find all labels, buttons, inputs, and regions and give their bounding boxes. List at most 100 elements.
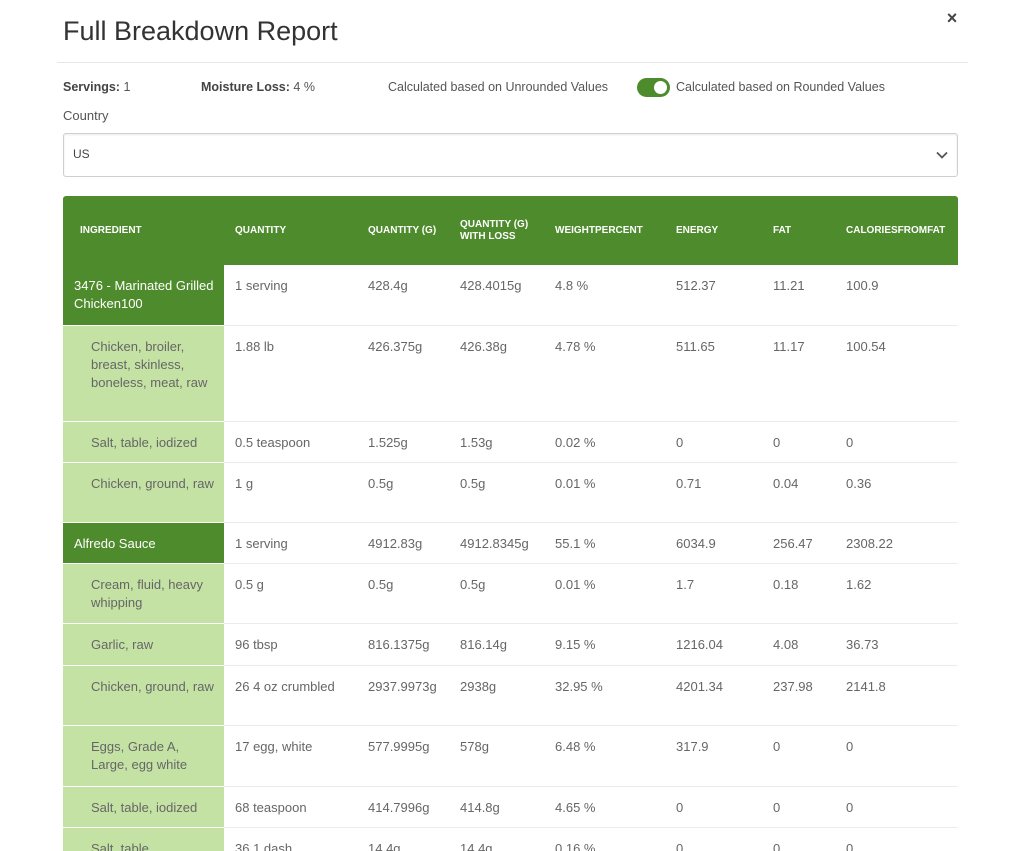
table-cell: 0 xyxy=(835,827,958,851)
table-cell: 0 xyxy=(762,725,835,787)
table-cell: 68 teaspoon xyxy=(224,786,357,828)
table-cell: 36 1 dash xyxy=(224,827,357,851)
table-cell: 511.65 xyxy=(665,325,762,422)
rounding-toggle[interactable] xyxy=(637,78,670,97)
close-icon[interactable]: × xyxy=(946,8,958,28)
column-header[interactable]: Weightpercent xyxy=(555,224,643,236)
servings-value: 1 xyxy=(123,80,131,94)
ingredient-name-cell: Chicken, broiler, breast, skinless, bone… xyxy=(63,325,224,422)
table-cell: 0 xyxy=(665,421,762,463)
table-cell: 4.65 % xyxy=(544,786,665,828)
ingredient-name-cell: Salt, table, iodized xyxy=(63,786,224,828)
table-cell: 1.62 xyxy=(835,563,958,624)
ingredient-row: Chicken, ground, raw 1 g 0.5g 0.5g 0.01 % 0.7… xyxy=(63,462,958,523)
table-cell: 17 egg, white xyxy=(224,725,357,787)
column-header[interactable]: Quantity (G) with loss xyxy=(460,218,529,242)
ingredient-name-cell: Salt, table xyxy=(63,827,224,851)
moisture-value: 4 % xyxy=(293,80,315,94)
ingredient-row: Chicken, ground, raw 26 4 oz crumbled 2937… xyxy=(63,665,958,726)
table-cell: 237.98 xyxy=(762,665,835,726)
moisture-label: Moisture Loss: xyxy=(201,80,290,94)
table-cell: 4201.34 xyxy=(665,665,762,726)
table-cell: 96 tbsp xyxy=(224,623,357,666)
table-cell: 816.14g xyxy=(449,623,544,666)
table-cell: 426.375g xyxy=(357,325,449,422)
table-cell: 512.37 xyxy=(665,265,762,326)
divider xyxy=(57,62,968,63)
table-cell: 414.7996g xyxy=(357,786,449,828)
ingredient-row: Cream, fluid, heavy whipping 0.5 g 0.5g 0.5… xyxy=(63,563,958,624)
table-cell: 1.7 xyxy=(665,563,762,624)
table-cell: 0.5g xyxy=(449,462,544,523)
table-cell: 9.15 % xyxy=(544,623,665,666)
ingredient-row: Chicken, broiler, breast, skinless, bone… xyxy=(63,325,958,422)
column-header[interactable]: Fat xyxy=(773,224,792,236)
table-cell: 0 xyxy=(665,786,762,828)
table-header-row: Ingredient Quantity Quantity (G) Quantit… xyxy=(63,196,958,265)
table-cell: 317.9 xyxy=(665,725,762,787)
table-cell: 0 xyxy=(762,786,835,828)
country-value: US xyxy=(73,147,90,161)
ingredient-row: Salt, table, iodized 68 teaspoon 414.7996g… xyxy=(63,786,958,828)
table-cell: 6.48 % xyxy=(544,725,665,787)
table-cell: 14.4g xyxy=(449,827,544,851)
ingredient-name-cell: Chicken, ground, raw xyxy=(63,665,224,726)
ingredient-name-cell: Chicken, ground, raw xyxy=(63,462,224,523)
table-cell: 0.16 % xyxy=(544,827,665,851)
table-cell: 11.17 xyxy=(762,325,835,422)
table-cell: 0.5g xyxy=(357,462,449,523)
table-cell: 0.36 xyxy=(835,462,958,523)
table-cell: 36.73 xyxy=(835,623,958,666)
calc-unrounded-label: Calculated based on Unrounded Values xyxy=(388,80,609,94)
chevron-down-icon xyxy=(936,151,948,159)
table-cell: 2141.8 xyxy=(835,665,958,726)
column-header[interactable]: Energy xyxy=(676,224,719,236)
table-cell: 6034.9 xyxy=(665,522,762,564)
table-cell: 0.5 teaspoon xyxy=(224,421,357,463)
table-cell: 100.54 xyxy=(835,325,958,422)
table-cell: 1216.04 xyxy=(665,623,762,666)
table-cell: 1 serving xyxy=(224,265,357,326)
toggle-knob xyxy=(654,81,667,94)
ingredient-name-cell: Alfredo Sauce xyxy=(63,522,224,564)
table-cell: 14.4g xyxy=(357,827,449,851)
column-header[interactable]: Quantity xyxy=(235,224,287,236)
ingredient-name-cell: Garlic, raw xyxy=(63,623,224,666)
table-cell: 414.8g xyxy=(449,786,544,828)
table-cell: 0.02 % xyxy=(544,421,665,463)
table-cell: 0 xyxy=(762,421,835,463)
table-cell: 0.5 g xyxy=(224,563,357,624)
breakdown-table: Ingredient Quantity Quantity (G) Quantit… xyxy=(63,196,958,851)
table-cell: 4.08 xyxy=(762,623,835,666)
page-title: Full Breakdown Report xyxy=(63,16,338,46)
country-select[interactable]: US xyxy=(63,133,958,177)
table-cell: 2938g xyxy=(449,665,544,726)
servings-label: Servings: xyxy=(63,80,120,94)
column-header[interactable]: Quantity (G) xyxy=(368,224,437,236)
table-cell: 1 g xyxy=(224,462,357,523)
moisture-info: Moisture Loss: 4 % xyxy=(201,80,315,94)
table-cell: 0 xyxy=(665,827,762,851)
breakdown-table-container[interactable]: Ingredient Quantity Quantity (G) Quantit… xyxy=(63,196,958,851)
table-cell: 55.1 % xyxy=(544,522,665,564)
country-label: Country xyxy=(63,108,109,123)
table-cell: 1.88 lb xyxy=(224,325,357,422)
table-cell: 0 xyxy=(835,725,958,787)
table-cell: 0 xyxy=(835,421,958,463)
table-cell: 0.5g xyxy=(449,563,544,624)
table-cell: 4912.8345g xyxy=(449,522,544,564)
table-cell: 0 xyxy=(762,827,835,851)
ingredient-name-cell: Cream, fluid, heavy whipping xyxy=(63,563,224,624)
table-cell: 428.4015g xyxy=(449,265,544,326)
column-header[interactable]: CaloriesFromFat xyxy=(846,224,946,236)
table-cell: 0.5g xyxy=(357,563,449,624)
table-cell: 4.8 % xyxy=(544,265,665,326)
column-header[interactable]: Ingredient xyxy=(80,224,142,236)
ingredient-name-cell: 3476 - Marinated Grilled Chicken100 xyxy=(63,265,224,326)
table-body: 3476 - Marinated Grilled Chicken100 1 ser… xyxy=(63,265,958,851)
ingredient-name-cell: Salt, table, iodized xyxy=(63,421,224,463)
calc-rounded-label: Calculated based on Rounded Values xyxy=(676,80,885,94)
table-cell: 11.21 xyxy=(762,265,835,326)
table-cell: 4.78 % xyxy=(544,325,665,422)
